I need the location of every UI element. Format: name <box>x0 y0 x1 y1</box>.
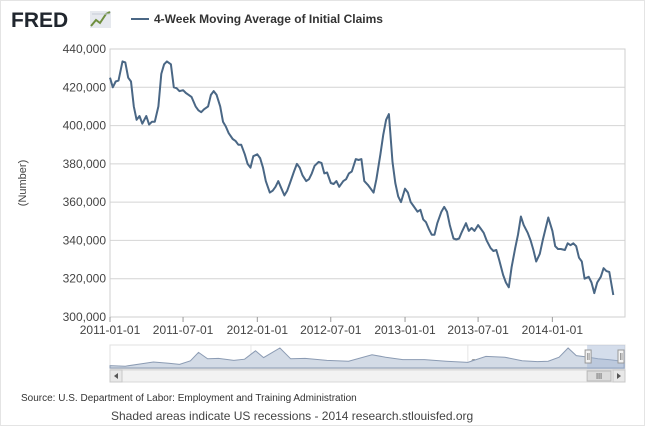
scroll-left-arrow-icon <box>114 373 118 379</box>
navigator-handle-right[interactable] <box>617 349 625 364</box>
y-tick-label: 340,000 <box>63 233 107 247</box>
x-axis: 2011-01-01 2011-07-01 2012-01-01 2012-07-01… <box>80 317 584 337</box>
y-tick-label: 300,000 <box>63 310 107 324</box>
scrollbar-grip-icon <box>596 373 602 379</box>
fred-logo[interactable]: FRED <box>11 9 111 32</box>
x-tick-label: 2013-07-01 <box>447 323 509 337</box>
x-tick-label: 2013-01-01 <box>374 323 436 337</box>
x-tick-label: 2012-07-01 <box>300 323 362 337</box>
scroll-right-arrow-icon <box>617 373 621 379</box>
y-tick-label: 320,000 <box>63 272 107 286</box>
y-tick-label: 380,000 <box>63 157 107 171</box>
scrollbar-track[interactable] <box>109 369 626 383</box>
fred-logo-text: FRED <box>11 9 68 32</box>
fred-graph-icon <box>90 11 111 28</box>
source-text: Source: U.S. Department of Labor: Employ… <box>21 393 357 404</box>
y-axis: 300,000 320,000 340,000 360,000 380,000 400,0… <box>63 42 107 324</box>
navigator-handles[interactable] <box>584 349 625 364</box>
y-tick-label: 400,000 <box>63 119 107 133</box>
plot-area <box>109 48 626 318</box>
navigator-handle-left[interactable] <box>584 349 592 364</box>
navigator-series-area <box>109 347 625 369</box>
scrollbar[interactable] <box>109 369 626 383</box>
y-tick-label: 360,000 <box>63 195 107 209</box>
y-tick-label: 440,000 <box>63 42 107 56</box>
recession-note: Shaded areas indicate US recessions - 20… <box>111 409 473 423</box>
legend-label: 4-Week Moving Average of Initial Claims <box>154 12 383 26</box>
x-tick-label: 2014-01-01 <box>522 323 584 337</box>
legend: 4-Week Moving Average of Initial Claims <box>131 12 383 26</box>
y-axis-label: (Number) <box>17 160 29 206</box>
x-tick-label: 2012-01-01 <box>227 323 289 337</box>
series-line <box>109 60 615 296</box>
x-tick-label: 2011-01-01 <box>80 323 141 337</box>
navigator[interactable]: 19802000 <box>109 344 626 370</box>
y-tick-label: 420,000 <box>63 80 107 94</box>
x-tick-label: 2011-07-01 <box>153 323 214 337</box>
